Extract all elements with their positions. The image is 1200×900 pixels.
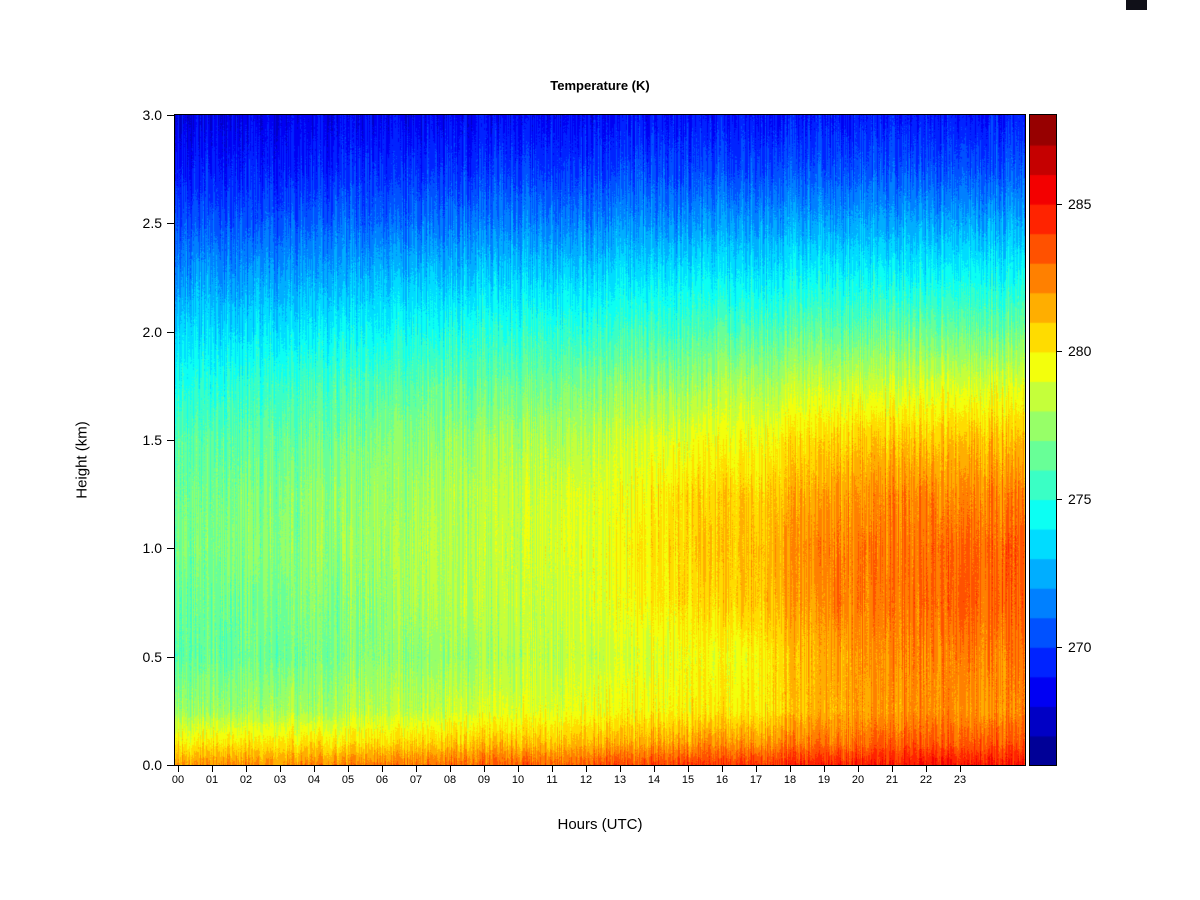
x-tick-label: 13 bbox=[613, 774, 627, 786]
x-tick-label: 00 bbox=[171, 774, 185, 786]
x-tick-label: 08 bbox=[443, 774, 457, 786]
x-tick-mark bbox=[280, 766, 281, 772]
y-tick-mark bbox=[167, 440, 174, 441]
x-tick-mark bbox=[926, 766, 927, 772]
y-tick-mark bbox=[167, 656, 174, 658]
x-tick-mark bbox=[348, 766, 349, 772]
x-tick-label: 16 bbox=[715, 774, 729, 786]
x-tick-label: 17 bbox=[749, 774, 763, 786]
x-tick-mark bbox=[552, 766, 553, 772]
x-tick-mark bbox=[790, 766, 791, 772]
y-tick-mark bbox=[167, 548, 174, 550]
x-tick-mark bbox=[960, 766, 961, 772]
y-tick-label: 1.5 bbox=[142, 432, 162, 448]
x-tick-mark bbox=[246, 766, 247, 772]
plot-frame bbox=[174, 114, 1026, 766]
x-tick-label: 10 bbox=[511, 774, 525, 786]
y-tick-label: 3.0 bbox=[142, 107, 162, 123]
y-axis-label: Height (km) bbox=[73, 421, 91, 499]
colorbar-tick-label: 270 bbox=[1068, 638, 1092, 655]
y-tick-mark bbox=[167, 115, 174, 116]
y-tick-mark bbox=[167, 331, 174, 333]
colorbar-canvas bbox=[1030, 115, 1056, 765]
x-tick-label: 03 bbox=[273, 774, 287, 786]
x-tick-label: 02 bbox=[239, 774, 253, 786]
x-tick-mark bbox=[314, 766, 315, 772]
x-tick-label: 04 bbox=[307, 774, 321, 786]
x-tick-mark bbox=[858, 766, 859, 772]
x-tick-mark bbox=[688, 766, 689, 772]
x-tick-label: 09 bbox=[477, 774, 491, 786]
x-tick-mark bbox=[484, 766, 485, 772]
x-tick-mark bbox=[518, 766, 519, 772]
x-tick-label: 06 bbox=[375, 774, 389, 786]
x-tick-mark bbox=[178, 766, 179, 772]
colorbar-tick-label: 275 bbox=[1068, 491, 1092, 508]
chart-title: Temperature (K) bbox=[550, 78, 650, 93]
x-tick-mark bbox=[756, 766, 757, 772]
x-tick-mark bbox=[382, 766, 383, 772]
x-axis-label: Hours (UTC) bbox=[557, 816, 643, 833]
x-tick-mark bbox=[892, 766, 893, 772]
x-tick-label: 14 bbox=[647, 774, 661, 786]
x-tick-label: 20 bbox=[851, 774, 865, 786]
y-tick-mark bbox=[167, 765, 174, 766]
x-tick-label: 21 bbox=[885, 774, 899, 786]
y-tick-label: 1.0 bbox=[142, 540, 162, 557]
y-tick-label: 2.0 bbox=[142, 323, 162, 340]
y-tick-label: 0.0 bbox=[142, 757, 162, 773]
x-tick-label: 07 bbox=[409, 774, 423, 786]
y-tick-mark bbox=[167, 223, 174, 225]
x-tick-label: 12 bbox=[579, 774, 593, 786]
x-tick-label: 18 bbox=[783, 774, 797, 786]
colorbar bbox=[1029, 114, 1057, 766]
screen-artifact bbox=[1126, 0, 1147, 10]
x-tick-label: 23 bbox=[953, 774, 967, 786]
y-tick-label: 2.5 bbox=[142, 215, 162, 232]
x-tick-label: 15 bbox=[681, 774, 695, 786]
heatmap-canvas bbox=[175, 115, 1025, 765]
colorbar-tick-label: 280 bbox=[1068, 343, 1092, 360]
x-tick-label: 11 bbox=[546, 774, 558, 786]
colorbar-tick-mark bbox=[1056, 499, 1062, 501]
colorbar-tick-label: 285 bbox=[1068, 195, 1092, 212]
x-tick-label: 05 bbox=[341, 774, 355, 786]
y-tick-label: 0.5 bbox=[142, 648, 162, 665]
colorbar-tick-mark bbox=[1056, 351, 1062, 353]
x-tick-mark bbox=[722, 766, 723, 772]
x-tick-mark bbox=[416, 766, 417, 772]
x-tick-label: 22 bbox=[919, 774, 933, 786]
x-tick-mark bbox=[450, 766, 451, 772]
x-tick-label: 19 bbox=[817, 774, 831, 786]
x-tick-mark bbox=[586, 766, 587, 772]
colorbar-tick-mark bbox=[1056, 203, 1062, 205]
x-tick-mark bbox=[212, 766, 213, 772]
colorbar-tick-mark bbox=[1056, 646, 1062, 648]
x-tick-mark bbox=[824, 766, 825, 772]
x-tick-mark bbox=[654, 766, 655, 772]
x-tick-label: 01 bbox=[205, 774, 219, 786]
x-tick-mark bbox=[620, 766, 621, 772]
